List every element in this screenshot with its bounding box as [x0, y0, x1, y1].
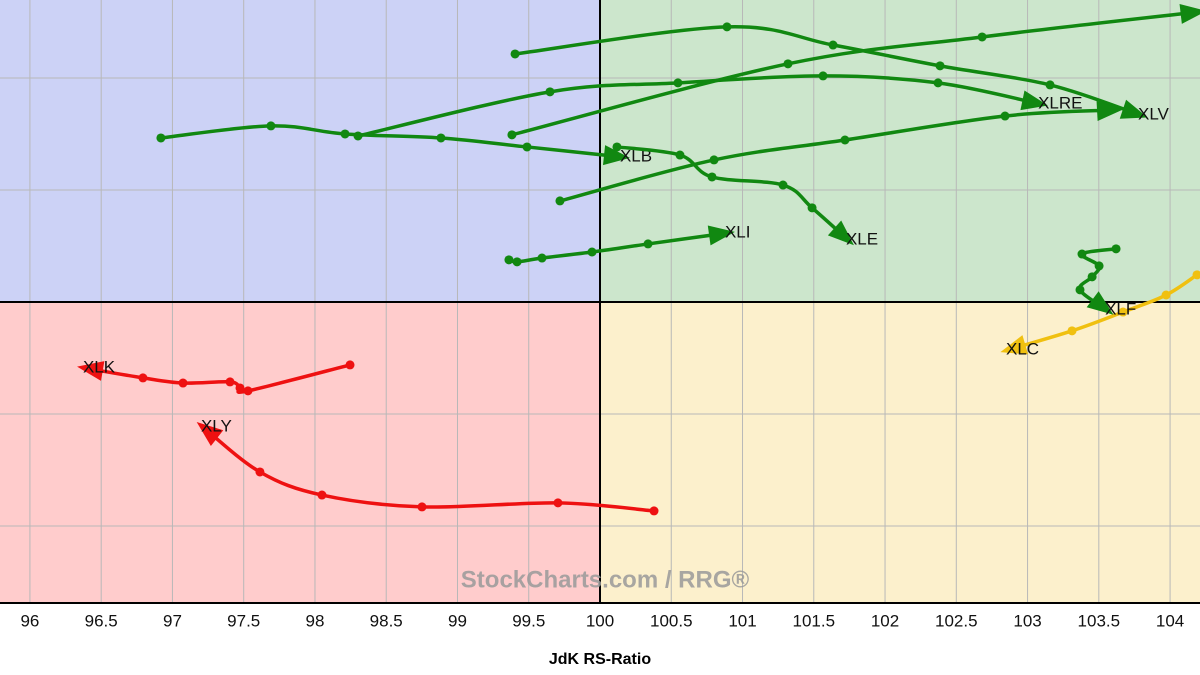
- trail-point: [255, 467, 265, 477]
- trail-point: [1077, 249, 1087, 259]
- x-tick-label: 102.5: [935, 611, 978, 630]
- trail-point: [1087, 272, 1097, 282]
- quadrant-weakening: [600, 301, 1200, 603]
- trail-point: [818, 71, 828, 81]
- x-tick-label: 103: [1013, 611, 1041, 630]
- x-tick-label: 101: [728, 611, 756, 630]
- trail-point: [1075, 285, 1085, 295]
- trail-point: [138, 373, 148, 383]
- trail-point: [977, 32, 987, 42]
- series-label: XLRE: [1038, 93, 1082, 112]
- trail-head: [77, 361, 105, 381]
- trail-head: [707, 225, 735, 246]
- trail-point: [643, 239, 653, 249]
- trail-point: [235, 383, 245, 393]
- trail-point: [1000, 111, 1010, 121]
- trail-point: [1192, 270, 1200, 280]
- series-label: XLB: [620, 147, 652, 166]
- trail-point: [1111, 244, 1121, 254]
- trail-point: [828, 40, 838, 50]
- trail-point: [783, 59, 793, 69]
- trail-point: [510, 49, 520, 59]
- trail-point: [266, 121, 276, 131]
- trail-point: [707, 172, 717, 182]
- trail-point: [512, 257, 522, 267]
- trail-point: [675, 150, 685, 160]
- series-label: XLC: [1006, 339, 1039, 358]
- trail-point: [522, 142, 532, 152]
- x-tick-label: 103.5: [1078, 611, 1121, 630]
- trail-point: [353, 131, 363, 141]
- trail-point: [317, 490, 327, 500]
- trail-point: [935, 61, 945, 71]
- trail-head: [196, 421, 224, 446]
- trail-point: [933, 78, 943, 88]
- trail-point: [504, 255, 514, 265]
- trail-point: [709, 155, 719, 165]
- trail-point: [1067, 326, 1077, 336]
- trail-point: [1161, 290, 1171, 300]
- trail-head: [1000, 335, 1029, 355]
- trail-point: [225, 377, 235, 387]
- trail-point: [507, 130, 517, 140]
- trail-point: [807, 203, 817, 213]
- trail-point: [345, 360, 355, 370]
- series-label: XLV: [1138, 104, 1170, 123]
- trail-point: [1045, 80, 1055, 90]
- series-label: XLY: [201, 416, 232, 435]
- trail-head: [1086, 291, 1114, 315]
- x-tick-label: 96.5: [85, 611, 118, 630]
- trail: [510, 10, 1200, 137]
- trail-head: [1020, 90, 1048, 111]
- x-tick-label: 96: [20, 611, 39, 630]
- trail-point: [243, 386, 253, 396]
- x-tick-label: 97: [163, 611, 182, 630]
- x-tick-label: 100: [586, 611, 614, 630]
- x-tick-label: 97.5: [227, 611, 260, 630]
- trail-point: [178, 378, 188, 388]
- trail-point: [587, 247, 597, 257]
- trail-point: [649, 506, 659, 516]
- trail-head: [827, 220, 854, 246]
- x-tick-label: 99: [448, 611, 467, 630]
- x-tick-label: 102: [871, 611, 899, 630]
- trail-head: [602, 145, 630, 166]
- trail-point: [156, 133, 166, 143]
- watermark: StockCharts.com / RRG®: [461, 566, 750, 593]
- trail: [159, 124, 624, 159]
- x-tick-label: 104: [1156, 611, 1184, 630]
- series-label: XLI: [725, 222, 751, 241]
- series-label: XLE: [846, 229, 878, 248]
- trail-point: [1118, 307, 1128, 317]
- trail-head: [1119, 99, 1148, 119]
- x-tick-label: 98: [306, 611, 325, 630]
- trail-point: [537, 253, 547, 263]
- x-tick-label: 98.5: [370, 611, 403, 630]
- trail-point: [417, 502, 427, 512]
- x-tick-label: 99.5: [512, 611, 545, 630]
- trail-point: [1094, 261, 1104, 271]
- trail-point: [840, 135, 850, 145]
- trail-point: [778, 180, 788, 190]
- trail-point: [545, 87, 555, 97]
- trail-point: [436, 133, 446, 143]
- series-label: XLK: [83, 358, 116, 377]
- trail-head: [1096, 100, 1124, 121]
- trail-head: [1179, 4, 1200, 24]
- series-label: XLF: [1105, 299, 1136, 318]
- trail-point: [340, 129, 350, 139]
- x-axis-title: JdK RS-Ratio: [549, 651, 651, 668]
- trail-point: [553, 498, 563, 508]
- trail-point: [673, 78, 683, 88]
- trail-point: [612, 142, 622, 152]
- quadrant-improving: [0, 0, 600, 302]
- quadrant-lagging: [0, 301, 600, 603]
- x-tick-label: 101.5: [793, 611, 836, 630]
- trail-point: [722, 22, 732, 32]
- trail-point: [555, 196, 565, 206]
- x-tick-label: 100.5: [650, 611, 693, 630]
